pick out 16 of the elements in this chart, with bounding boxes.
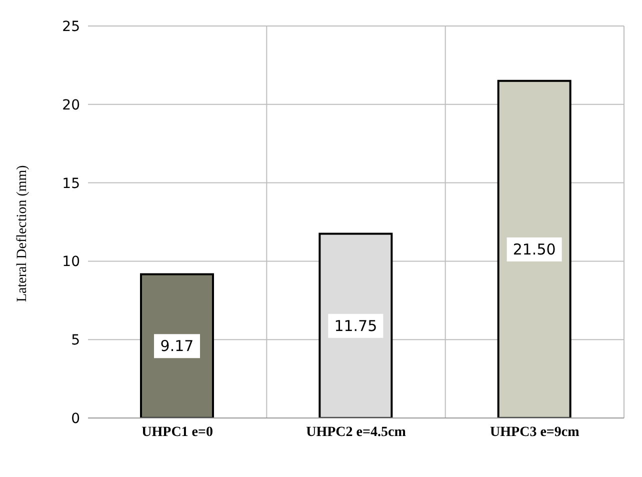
- data-label: 11.75: [334, 316, 378, 335]
- bar: [140, 273, 214, 418]
- bar: [318, 232, 393, 418]
- y-tick-label: 0: [71, 410, 80, 427]
- bar: [497, 80, 572, 418]
- y-tick-label: 10: [62, 254, 80, 270]
- x-tick-label: UHPC3 e=9cm: [490, 424, 580, 440]
- y-axis-title: Lateral Deflection (mm): [14, 164, 30, 302]
- y-tick-label: 25: [62, 18, 80, 35]
- data-label: 9.17: [160, 337, 194, 356]
- y-tick-label: 15: [62, 176, 80, 192]
- y-tick-label: 20: [62, 97, 80, 114]
- y-tick-label: 5: [71, 332, 80, 349]
- x-tick-label: UHPC1 e=0: [142, 424, 214, 440]
- data-label: 21.50: [512, 240, 556, 258]
- x-tick-label: UHPC2 e=4.5cm: [306, 424, 406, 440]
